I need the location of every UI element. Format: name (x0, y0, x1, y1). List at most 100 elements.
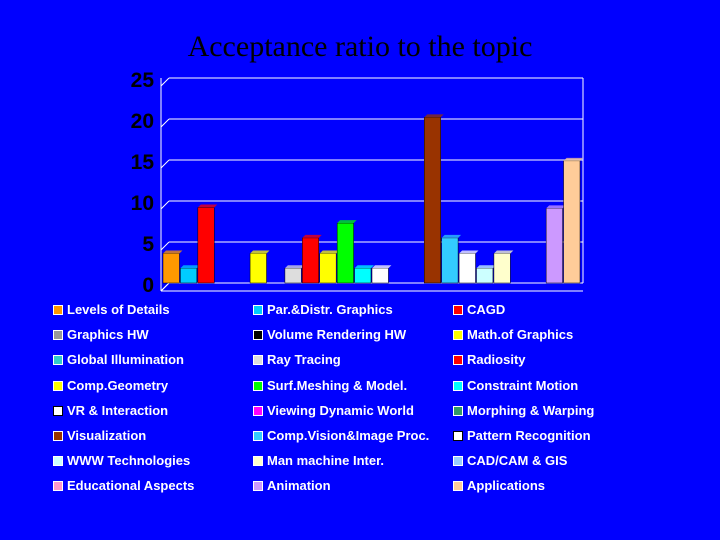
legend-label: Pattern Recognition (467, 428, 591, 443)
legend-entry: Man machine Inter. (253, 453, 384, 468)
legend-label: Comp.Geometry (67, 377, 169, 393)
bar (336, 222, 354, 284)
legend-entry: Pattern Recognition (453, 428, 591, 443)
bar (493, 253, 511, 284)
bar-top (441, 234, 462, 238)
gridline-side (160, 159, 170, 169)
legend-label: Animation (267, 478, 331, 494)
y-tick-label: 15 (131, 151, 155, 174)
legend-label: Global Illumination (67, 352, 184, 368)
legend-entry: VR & Interaction (53, 403, 168, 418)
bar (458, 253, 476, 284)
legend-swatch (53, 330, 63, 341)
bar-top (354, 265, 374, 269)
bar-top (493, 250, 514, 254)
y-tick-label: 25 (131, 69, 155, 92)
bar-chart: 0 5 10 15 20 25 (131, 69, 584, 297)
legend-label: WWW Technologies (67, 453, 191, 469)
legend-label: Man machine Inter. (267, 453, 385, 469)
legend-swatch (253, 380, 263, 391)
bar (162, 253, 180, 284)
legend-entry: Visualization (53, 428, 146, 443)
legend-entry: Educational Aspects (53, 478, 194, 493)
legend-entry: Comp.Geometry (53, 378, 168, 393)
legend-swatch (253, 456, 263, 467)
legend-entry: WWW Technologies (53, 453, 190, 468)
bar (424, 117, 441, 284)
legend-swatch (53, 405, 63, 416)
legend-swatch (253, 431, 263, 441)
legend-label: Par.&Distr. Graphics (267, 302, 393, 317)
legend-entry: Surf.Meshing & Model. (253, 378, 407, 393)
legend-label: Visualization (67, 428, 147, 443)
gridline-side (160, 77, 170, 87)
legend-swatch (453, 305, 463, 315)
bar-top (284, 265, 305, 269)
bar-top (459, 250, 479, 254)
legend-swatch (53, 305, 63, 315)
bar (354, 267, 372, 284)
legend-entry: Global Illumination (53, 352, 184, 367)
y-tick-label: 10 (131, 192, 154, 215)
legend-entry: Comp.Vision&Image Proc. (253, 428, 429, 443)
legend-label: VR & Interaction (67, 402, 169, 418)
legend-entry: Math.of Graphics (453, 327, 573, 342)
legend-swatch (453, 405, 463, 416)
legend-swatch (53, 481, 63, 492)
y-tick-label: 0 (142, 274, 154, 297)
legend-entry: Levels of Details (53, 302, 170, 317)
legend-swatch (453, 481, 463, 492)
legend-label: Applications (467, 478, 546, 494)
bar-top (546, 205, 566, 209)
bar (371, 267, 389, 284)
legend-swatch (253, 305, 263, 315)
bar-top (319, 250, 340, 254)
bar-top (337, 220, 357, 224)
legend-swatch (253, 481, 263, 492)
gridline-side (160, 241, 170, 251)
legend-label: Constraint Motion (467, 377, 579, 393)
bar (284, 267, 302, 284)
legend-entry: Ray Tracing (253, 352, 341, 367)
bar (476, 267, 494, 284)
bar-top (476, 265, 496, 269)
bars (162, 114, 583, 284)
legend-entry: CAD/CAM & GIS (453, 453, 567, 468)
chart-title: Acceptance ratio to the topic (187, 30, 533, 63)
bar-top (180, 265, 200, 269)
legend-entry: Applications (453, 478, 545, 493)
bar-top (163, 250, 183, 254)
legend-label: Educational Aspects (67, 478, 195, 494)
plot-area (160, 78, 584, 292)
y-tick-label: 20 (131, 110, 154, 133)
legend-label: Graphics HW (67, 327, 149, 343)
legend-label: Levels of Details (67, 302, 170, 317)
legend-label: Morphing & Warping (467, 402, 595, 418)
legend-entry: Viewing Dynamic World (253, 403, 414, 418)
legend-entry: Animation (253, 478, 331, 493)
legend-label: Math.of Graphics (467, 327, 574, 343)
legend-entry: Constraint Motion (453, 378, 578, 393)
legend-swatch (453, 456, 463, 467)
bar-top (197, 204, 218, 208)
bar (302, 237, 320, 284)
bar (441, 237, 459, 284)
gridline-side (160, 282, 170, 292)
legend-swatch (53, 380, 63, 391)
legend-swatch (53, 431, 63, 441)
legend-swatch (53, 456, 63, 467)
legend-entry: CAGD (453, 302, 505, 317)
legend-swatch (453, 431, 463, 441)
legend-label: CAGD (467, 302, 506, 317)
legend-label: Volume Rendering HW (267, 327, 407, 343)
gridline-side (160, 118, 170, 128)
bar (249, 253, 267, 284)
bar (180, 267, 198, 284)
bar (545, 208, 563, 284)
legend-entry: Par.&Distr. Graphics (253, 302, 393, 317)
y-tick-label: 5 (142, 233, 154, 256)
legend-entry: Graphics HW (53, 327, 149, 342)
gridline-side (160, 200, 170, 210)
legend-label: Comp.Vision&Image Proc. (267, 428, 430, 443)
legend-label: Radiosity (467, 352, 526, 368)
